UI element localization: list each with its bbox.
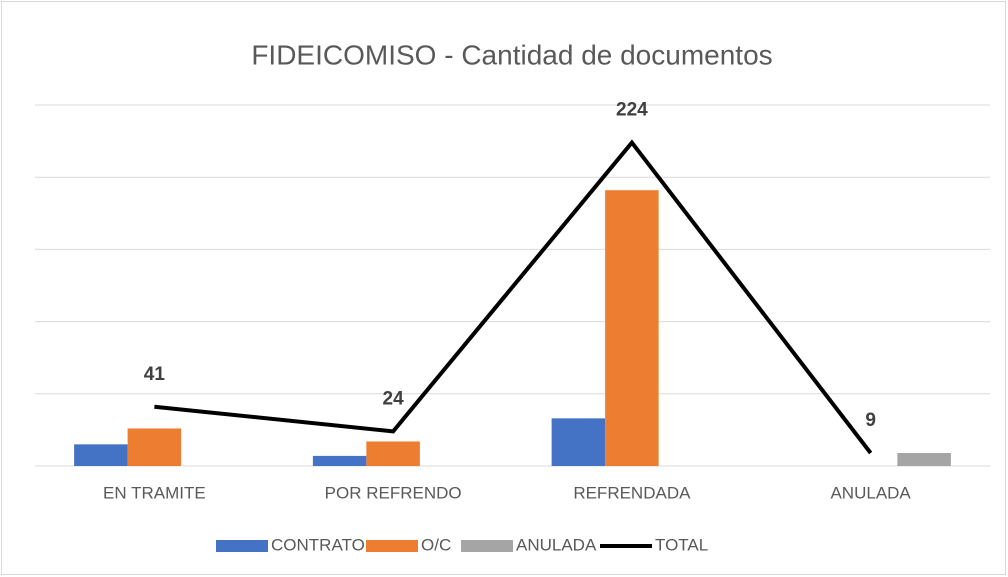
total-line	[154, 139, 873, 455]
x-tick-label: REFRENDADA	[573, 483, 691, 502]
legend-label: ANULADA	[516, 535, 597, 554]
data-label: 24	[383, 388, 405, 409]
legend-label: CONTRATO	[271, 535, 365, 554]
bar	[127, 428, 182, 466]
x-tick-label: ANULADA	[830, 483, 911, 502]
data-label: 9	[865, 410, 876, 431]
legend-label: O/C	[421, 535, 451, 554]
legend-swatch	[366, 540, 418, 552]
legend-swatch	[461, 540, 513, 552]
x-tick-label: POR REFRENDO	[325, 483, 462, 502]
bar	[897, 453, 951, 466]
bar	[551, 418, 606, 466]
bar	[605, 190, 659, 467]
legend-label: TOTAL	[655, 535, 708, 554]
bar	[74, 444, 128, 466]
legend-swatch	[216, 540, 268, 552]
chart-title: FIDEICOMISO - Cantidad de documentos	[251, 39, 772, 70]
bar	[366, 441, 420, 466]
bar	[312, 455, 367, 466]
data-label: 41	[144, 364, 166, 385]
x-tick-label: EN TRAMITE	[103, 483, 206, 502]
data-label: 224	[616, 100, 648, 121]
